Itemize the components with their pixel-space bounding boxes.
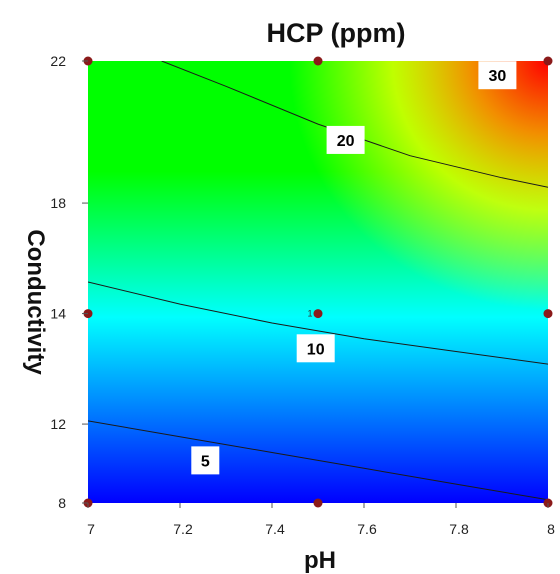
warm-overlay <box>88 61 548 503</box>
contour-label-5: 5 <box>191 446 220 475</box>
y-axis-label: Conductivity <box>22 229 49 375</box>
design-point <box>543 309 553 319</box>
design-point <box>313 56 323 66</box>
chart-title: HCP (ppm) <box>267 18 406 48</box>
contour-label-text: 10 <box>307 341 325 358</box>
contour-label-box <box>191 446 220 475</box>
y-tick-label: 8 <box>58 495 66 511</box>
contour-label-box <box>296 334 335 363</box>
contour-label-10: 10 <box>296 334 335 363</box>
y-tick-label: 14 <box>50 306 66 322</box>
x-tick-label: 7.6 <box>357 521 377 537</box>
contour-line-5 <box>88 420 548 501</box>
contour-label-box <box>478 61 517 90</box>
plot-area: 5 10 20 30 1 <box>83 56 553 508</box>
y-tick-label: 22 <box>50 53 66 69</box>
x-tick-label: 7.8 <box>449 521 469 537</box>
y-tick-label: 18 <box>50 195 66 211</box>
x-tick-label: 7 <box>87 521 95 537</box>
x-tick-label: 7.4 <box>265 521 285 537</box>
x-axis-label: pH <box>304 547 336 574</box>
contour-label-text: 30 <box>489 68 507 85</box>
contour-label-20: 20 <box>326 125 365 154</box>
y-axis-ticks: 8 12 14 18 22 <box>50 53 88 511</box>
warm-region <box>88 61 548 503</box>
contour-label-box <box>326 125 365 154</box>
x-axis-ticks: 7 7.2 7.4 7.6 7.8 8 <box>87 503 555 537</box>
center-point-label: 1 <box>307 309 312 319</box>
x-tick-label: 8 <box>547 521 555 537</box>
design-point <box>313 309 323 319</box>
design-point <box>543 56 553 66</box>
contour-labels: 5 10 20 30 <box>191 61 517 475</box>
contour-label-text: 5 <box>201 453 210 470</box>
y-tick-label: 12 <box>50 416 66 432</box>
contour-label-30: 30 <box>478 61 517 90</box>
contour-line-10 <box>88 281 548 365</box>
design-point <box>313 498 323 508</box>
contour-label-text: 20 <box>337 133 355 150</box>
x-tick-label: 7.2 <box>173 521 193 537</box>
